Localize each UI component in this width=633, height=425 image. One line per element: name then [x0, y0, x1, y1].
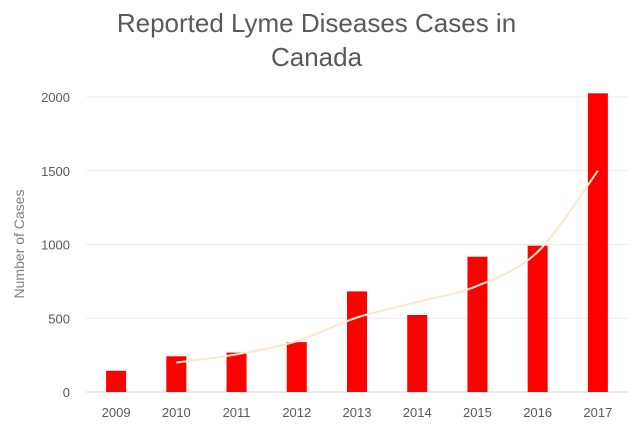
- x-tick-label-2016: 2016: [523, 405, 552, 420]
- x-tick-label-2017: 2017: [583, 405, 612, 420]
- bar-2009: [106, 370, 127, 392]
- trendline: [176, 170, 599, 364]
- x-tick-label-2009: 2009: [102, 405, 131, 420]
- x-tick-label-2011: 2011: [223, 405, 251, 420]
- bar-2011: [226, 352, 247, 392]
- y-axis-label: Number of Cases: [11, 190, 27, 299]
- y-tick-label: 0: [63, 385, 70, 400]
- chart-title: Reported Lyme Diseases Cases in Canada: [0, 6, 633, 74]
- bar-2015: [467, 256, 488, 392]
- x-tick-label-2010: 2010: [162, 405, 191, 420]
- bar-2010: [166, 356, 187, 392]
- x-tick-label-2014: 2014: [403, 405, 432, 420]
- bar-2013: [347, 291, 367, 392]
- bars: [106, 93, 608, 392]
- chart-title-line-2: Canada: [270, 42, 363, 72]
- y-tick-label: 500: [48, 311, 70, 326]
- chart-title-line-1: Reported Lyme Diseases Cases in: [116, 8, 517, 38]
- y-tick-label: 1500: [41, 164, 70, 179]
- x-tick-label-2015: 2015: [463, 405, 492, 420]
- y-tick-label: 1000: [41, 238, 70, 253]
- bar-2012: [286, 342, 307, 392]
- bar-2016: [527, 245, 548, 392]
- y-tick-label: 2000: [41, 90, 70, 105]
- x-tick-label-2012: 2012: [282, 405, 311, 420]
- x-tick-labels: 2009 2010 2011 2012 2013 2014 2015 2016 2017: [102, 405, 613, 420]
- bar-2017: [587, 93, 608, 392]
- x-tick-label-2013: 2013: [343, 405, 372, 420]
- bar-2014: [407, 315, 428, 392]
- y-tick-labels: 0 500 1000 1500 2000: [41, 90, 70, 400]
